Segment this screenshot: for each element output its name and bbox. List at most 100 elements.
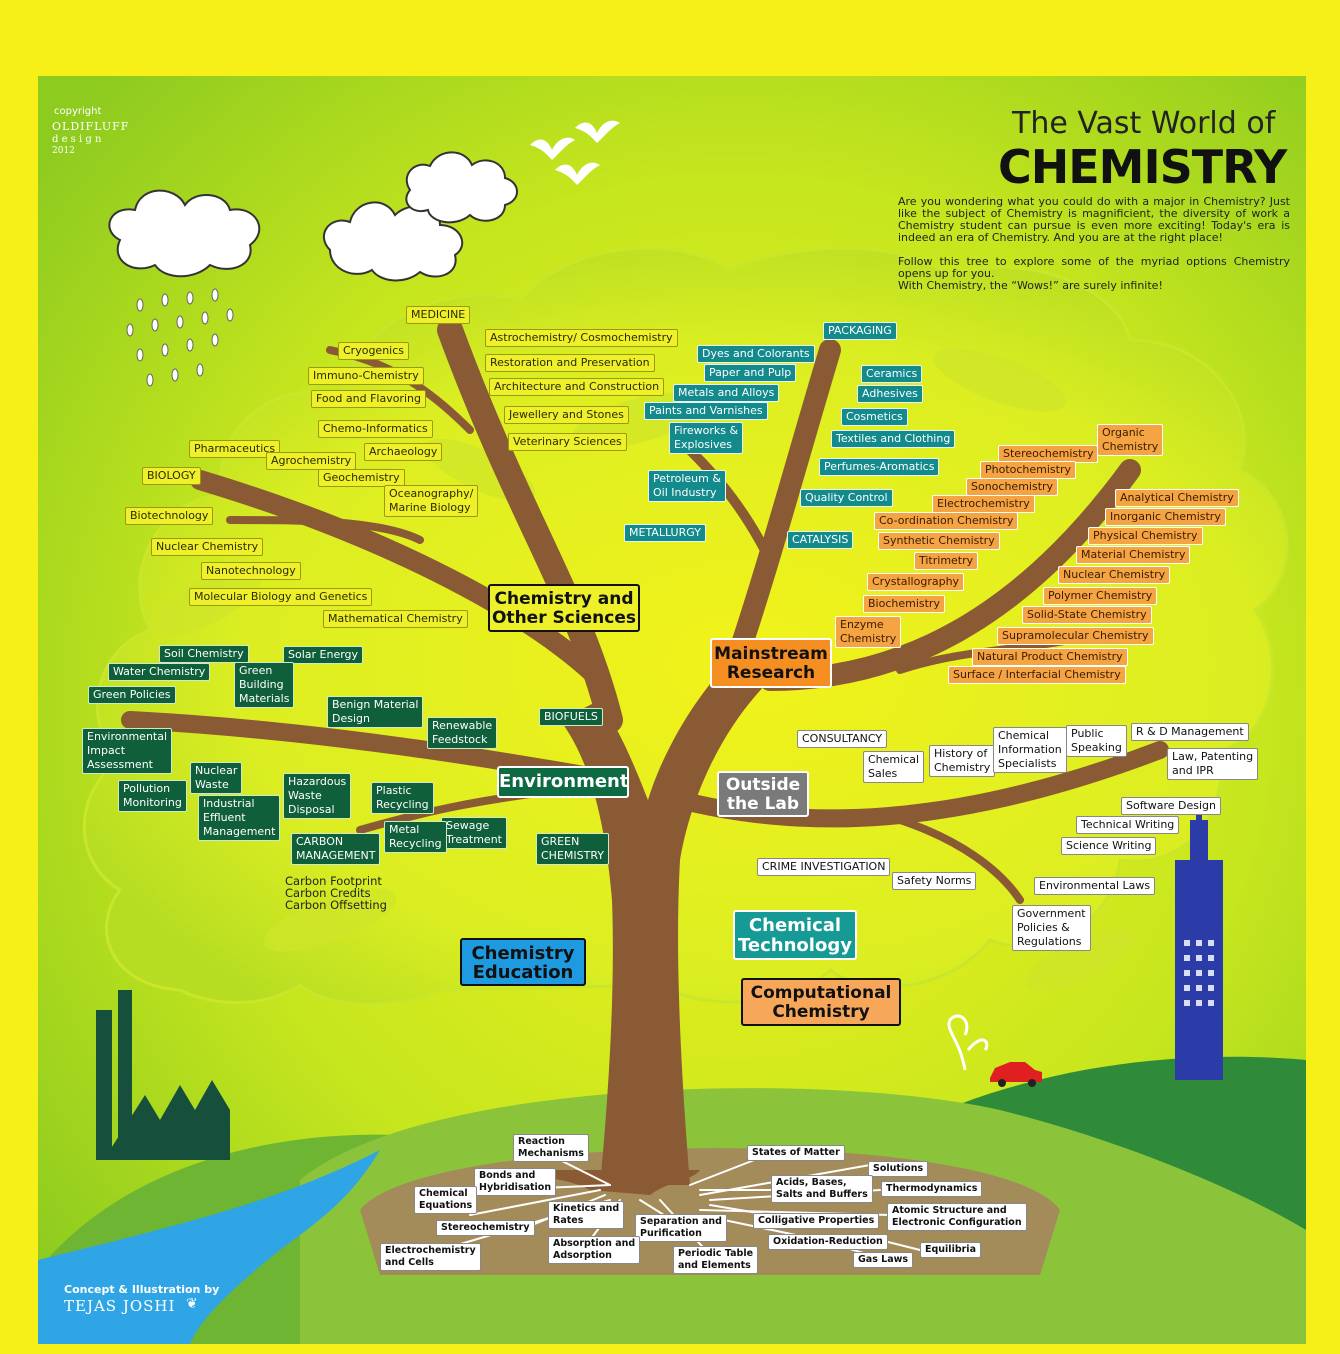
label-archaeology: Archaeology bbox=[364, 443, 443, 461]
label-public-speaking: Public Speaking bbox=[1066, 725, 1127, 757]
label-inorganic: Inorganic Chemistry bbox=[1105, 508, 1226, 526]
label-metals-alloys: Metals and Alloys bbox=[673, 384, 780, 402]
branch-chemistry-education: Chemistry Education bbox=[460, 938, 586, 986]
label-oceanography: Oceanography/ Marine Biology bbox=[384, 485, 479, 517]
label-jewellery: Jewellery and Stones bbox=[504, 406, 629, 424]
root-atomic-structure: Atomic Structure and Electronic Configur… bbox=[887, 1203, 1027, 1231]
root-bonds: Bonds and Hybridisation bbox=[474, 1168, 557, 1196]
label-petroleum: Petroleum & Oil Industry bbox=[648, 470, 726, 502]
label-nuclear-chemistry-sci: Nuclear Chemistry bbox=[151, 538, 264, 556]
label-astrochemistry: Astrochemistry/ Cosmochemistry bbox=[485, 329, 678, 347]
root-states-of-matter: States of Matter bbox=[747, 1145, 845, 1161]
label-sonochemistry: Sonochemistry bbox=[966, 478, 1059, 496]
branch-computational-chemistry: Computational Chemistry bbox=[741, 978, 901, 1026]
label-carbon-management: CARBON MANAGEMENT bbox=[291, 833, 381, 865]
label-architecture: Architecture and Construction bbox=[489, 378, 665, 396]
label-agrochemistry: Agrochemistry bbox=[266, 452, 357, 470]
label-science-writing: Science Writing bbox=[1061, 837, 1157, 855]
label-pharmaceutics: Pharmaceutics bbox=[189, 440, 281, 458]
label-nuclear-chemistry: Nuclear Chemistry bbox=[1058, 566, 1171, 584]
copyright-year: 2012 bbox=[52, 146, 75, 156]
label-biochemistry: Biochemistry bbox=[863, 595, 945, 613]
label-coordination: Co-ordination Chemistry bbox=[874, 512, 1019, 530]
label-industrial-effluent: Industrial Effluent Management bbox=[198, 795, 281, 841]
root-solutions: Solutions bbox=[868, 1161, 929, 1177]
root-acids-bases: Acids, Bases, Salts and Buffers bbox=[771, 1175, 873, 1203]
branch-other-sciences: Chemistry and Other Sciences bbox=[488, 584, 640, 632]
label-rd-management: R & D Management bbox=[1131, 723, 1249, 741]
branch-environment: Environment bbox=[497, 766, 629, 798]
label-biotechnology: Biotechnology bbox=[125, 507, 214, 525]
label-law-patenting: Law, Patenting and IPR bbox=[1167, 748, 1259, 780]
label-plastic-recycling: Plastic Recycling bbox=[371, 782, 434, 814]
root-electrochemistry: Electrochemistry and Cells bbox=[380, 1243, 481, 1271]
label-sewage-treatment: Sewage Treatment bbox=[441, 817, 507, 849]
root-thermodynamics: Thermodynamics bbox=[881, 1181, 983, 1197]
label-water-chemistry: Water Chemistry bbox=[108, 663, 211, 681]
root-chemical-equations: Chemical Equations bbox=[414, 1186, 478, 1214]
leaf-icon: ❦ bbox=[186, 1296, 198, 1312]
label-crystallography: Crystallography bbox=[867, 573, 965, 591]
label-cosmetics: Cosmetics bbox=[841, 408, 908, 426]
page-title: CHEMISTRY bbox=[998, 140, 1287, 194]
skyscraper bbox=[1175, 800, 1223, 1080]
label-material: Material Chemistry bbox=[1076, 546, 1191, 564]
root-kinetics: Kinetics and Rates bbox=[548, 1201, 625, 1229]
factory bbox=[96, 990, 230, 1160]
label-solid-state: Solid-State Chemistry bbox=[1022, 606, 1152, 624]
label-polymer: Polymer Chemistry bbox=[1043, 587, 1158, 605]
label-green-building: Green Building Materials bbox=[234, 662, 295, 708]
copyright-brand: OLDIFLUFF bbox=[52, 120, 130, 133]
label-metallurgy: METALLURGY bbox=[624, 524, 706, 542]
clouds bbox=[108, 151, 518, 282]
label-green-chemistry: GREEN CHEMISTRY bbox=[536, 833, 609, 865]
label-safety-norms: Safety Norms bbox=[892, 872, 977, 890]
label-consultancy: CONSULTANCY bbox=[797, 730, 888, 748]
intro-paragraph-2: Follow this tree to explore some of the … bbox=[898, 255, 1290, 280]
label-enzyme: Enzyme Chemistry bbox=[835, 616, 902, 648]
label-physical: Physical Chemistry bbox=[1088, 527, 1203, 545]
label-solar-energy: Solar Energy bbox=[283, 646, 364, 664]
label-dyes: Dyes and Colorants bbox=[697, 345, 815, 363]
label-food-flavoring: Food and Flavoring bbox=[311, 390, 426, 408]
plant bbox=[947, 1014, 989, 1071]
label-fireworks: Fireworks & Explosives bbox=[669, 422, 744, 454]
label-packaging: PACKAGING bbox=[823, 322, 897, 340]
label-impact-assessment: Environmental Impact Assessment bbox=[82, 728, 173, 774]
label-mathematical-chemistry: Mathematical Chemistry bbox=[323, 610, 468, 628]
birds bbox=[530, 120, 620, 185]
label-biofuels: BIOFUELS bbox=[539, 708, 603, 726]
root-periodic-table: Periodic Table and Elements bbox=[673, 1246, 759, 1274]
rain bbox=[126, 288, 234, 387]
label-biology: BIOLOGY bbox=[142, 467, 201, 485]
root-colligative: Colligative Properties bbox=[753, 1213, 880, 1229]
label-paints: Paints and Varnishes bbox=[644, 402, 768, 420]
label-pollution-monitoring: Pollution Monitoring bbox=[118, 780, 187, 812]
label-history: History of Chemistry bbox=[929, 745, 996, 777]
label-electrochemistry: Electrochemistry bbox=[932, 495, 1035, 513]
label-analytical: Analytical Chemistry bbox=[1115, 489, 1239, 507]
label-information-specialists: Chemical Information Specialists bbox=[993, 727, 1067, 773]
river bbox=[38, 1150, 380, 1344]
root-gas-laws: Gas Laws bbox=[853, 1252, 914, 1268]
branch-mainstream-research: Mainstream Research bbox=[710, 638, 832, 688]
label-natural-product: Natural Product Chemistry bbox=[972, 648, 1128, 666]
label-textiles: Textiles and Clothing bbox=[831, 430, 956, 448]
label-government-policies: Government Policies & Regulations bbox=[1012, 905, 1091, 951]
label-green-policies: Green Policies bbox=[88, 686, 176, 704]
label-nanotechnology: Nanotechnology bbox=[201, 562, 301, 580]
branch-outside-lab: Outside the Lab bbox=[717, 771, 809, 817]
intro-text: Are you wondering what you could do with… bbox=[898, 196, 1290, 292]
label-catalysis: CATALYSIS bbox=[787, 531, 854, 549]
branch-chemical-technology: Chemical Technology bbox=[733, 910, 857, 960]
root-stereochemistry: Stereochemistry bbox=[436, 1220, 535, 1236]
car bbox=[990, 1062, 1042, 1087]
label-benign-design: Benign Material Design bbox=[327, 696, 424, 728]
label-synthetic: Synthetic Chemistry bbox=[878, 532, 1000, 550]
label-metal-recycling: Metal Recycling bbox=[384, 821, 447, 853]
label-titrimetry: Titrimetry bbox=[914, 552, 979, 570]
copyright-label: copyright bbox=[54, 106, 102, 117]
label-immuno-chemistry: Immuno-Chemistry bbox=[308, 367, 424, 385]
label-ceramics: Ceramics bbox=[861, 365, 923, 383]
intro-paragraph-3: With Chemistry, the “Wows!” are surely i… bbox=[898, 279, 1163, 292]
